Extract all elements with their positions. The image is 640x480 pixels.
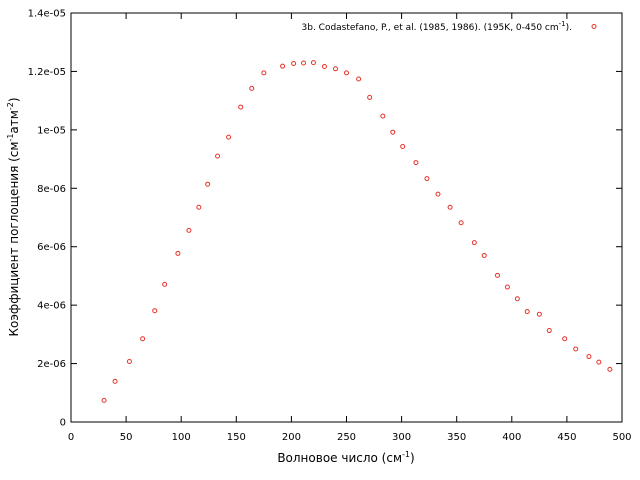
data-point	[524, 309, 530, 315]
data-point	[586, 354, 592, 360]
data-point	[152, 308, 158, 314]
data-point	[596, 359, 602, 365]
x-axis-label: Волновое число (см-1)	[277, 450, 414, 465]
data-point	[249, 85, 255, 91]
y-axis-ticks: 0 2e-06 4e-06 6e-06 8e-06 1e-05 1.2e-05 1.4e-05	[28, 9, 622, 429]
y-tick-label: 1.2e-05	[28, 67, 66, 78]
legend: 3b. Codastefano, P., et al. (1985, 1986)…	[302, 20, 597, 33]
y-tick-label: 0	[60, 418, 66, 429]
data-point	[321, 63, 327, 69]
data-point	[101, 397, 107, 403]
data-point	[481, 252, 487, 258]
data-point	[546, 328, 552, 334]
y-tick-label: 4e-06	[37, 301, 66, 312]
data-point	[471, 240, 477, 246]
data-point	[140, 336, 146, 342]
x-tick-label: 500	[612, 432, 631, 443]
y-tick-label: 8e-06	[37, 184, 66, 195]
x-tick-label: 400	[502, 432, 521, 443]
y-tick-label: 1e-05	[37, 125, 66, 136]
data-point	[238, 104, 244, 110]
x-tick-label: 350	[447, 432, 466, 443]
data-point	[400, 144, 406, 150]
y-tick-label: 2e-06	[37, 359, 66, 370]
data-point	[367, 94, 373, 100]
x-tick-label: 50	[120, 432, 133, 443]
data-point	[226, 134, 232, 140]
y-tick-label: 1.4e-05	[28, 9, 66, 20]
data-point	[162, 281, 168, 287]
data-point	[573, 346, 579, 352]
data-point	[504, 284, 510, 290]
x-tick-label: 0	[68, 432, 74, 443]
x-tick-label: 150	[227, 432, 246, 443]
data-point	[424, 176, 430, 182]
y-tick-label: 6e-06	[37, 242, 66, 253]
data-point	[447, 204, 453, 210]
data-point	[186, 227, 192, 233]
x-axis-ticks: 0 50 100 150 200 250 300 350 400 450 500	[68, 13, 632, 443]
x-tick-label: 200	[282, 432, 301, 443]
data-point	[390, 129, 396, 135]
data-point	[607, 366, 613, 372]
series-points	[101, 60, 613, 403]
data-point	[261, 70, 267, 76]
data-point	[332, 66, 338, 72]
data-point	[435, 191, 441, 197]
data-point	[514, 296, 520, 302]
data-point	[175, 250, 181, 256]
data-point	[344, 70, 349, 76]
data-point	[310, 60, 316, 66]
data-point	[380, 113, 386, 119]
y-axis-label: Коэффициент поглощения (см-1атм-2)	[6, 97, 21, 336]
data-point	[291, 61, 297, 67]
x-tick-label: 450	[557, 432, 576, 443]
legend-label: 3b. Codastefano, P., et al. (1985, 1986)…	[302, 20, 573, 33]
data-point	[301, 60, 307, 66]
data-point	[196, 204, 202, 210]
x-tick-label: 300	[392, 432, 411, 443]
data-point	[536, 311, 542, 317]
data-point	[562, 336, 568, 342]
data-point	[126, 359, 132, 365]
data-point	[112, 378, 118, 384]
plot-frame	[70, 12, 623, 423]
x-tick-label: 100	[172, 432, 191, 443]
data-point	[356, 76, 362, 82]
data-point	[205, 181, 211, 187]
data-point	[458, 220, 464, 226]
data-point	[413, 160, 419, 166]
x-tick-label: 250	[337, 432, 356, 443]
legend-marker	[591, 24, 597, 29]
data-point	[215, 153, 221, 159]
data-point	[280, 63, 286, 69]
data-point	[494, 272, 500, 278]
